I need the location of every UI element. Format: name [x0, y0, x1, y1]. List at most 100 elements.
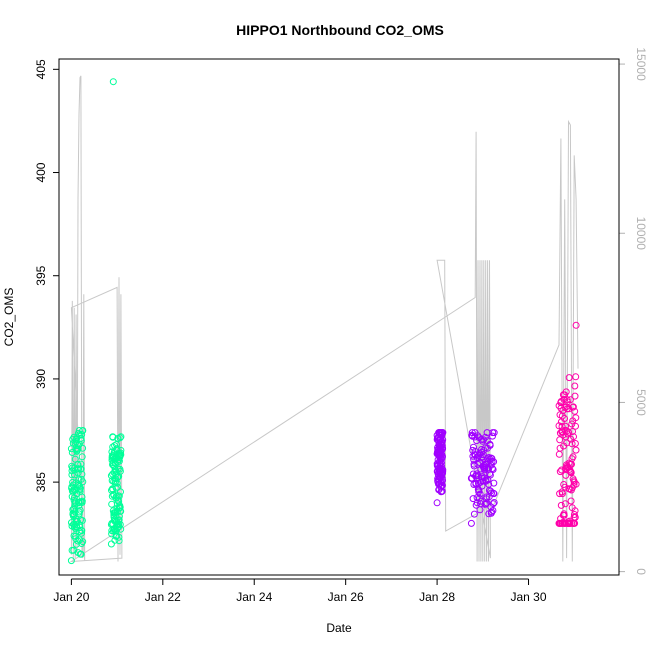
point [78, 527, 86, 535]
point [70, 511, 78, 519]
point [79, 538, 87, 546]
y-tick-label: 385 [34, 472, 48, 492]
point [112, 484, 120, 492]
point [114, 473, 122, 481]
point [67, 557, 75, 565]
point [438, 481, 446, 489]
point [478, 482, 486, 490]
point [570, 478, 578, 486]
point [486, 471, 494, 479]
point [78, 529, 85, 537]
point [74, 517, 81, 525]
point [470, 510, 478, 518]
point [560, 511, 568, 519]
point [77, 460, 85, 468]
point [558, 490, 566, 498]
point [490, 490, 498, 498]
point [473, 470, 481, 478]
point [472, 479, 480, 487]
point [489, 466, 497, 473]
points-layer [67, 78, 580, 565]
point [481, 433, 489, 441]
point [117, 525, 125, 533]
point [490, 429, 498, 437]
point [572, 422, 579, 430]
point [107, 540, 115, 548]
point [569, 403, 577, 411]
x-tick-label: Jan 22 [145, 590, 181, 604]
point [433, 499, 441, 507]
point [490, 479, 498, 487]
point [78, 431, 86, 438]
point [571, 392, 579, 400]
point [115, 472, 123, 480]
point [109, 433, 117, 441]
point [567, 497, 575, 505]
point [558, 466, 566, 474]
point [568, 420, 576, 428]
point [570, 511, 578, 518]
point [568, 440, 576, 448]
point [75, 508, 83, 516]
point [74, 445, 82, 453]
point [563, 439, 571, 447]
point [79, 478, 87, 486]
point [439, 453, 446, 460]
chart-title: HIPPO1 Northbound CO2_OMS [236, 22, 444, 38]
plot-frame [58, 58, 620, 576]
point [115, 537, 123, 545]
point [488, 465, 496, 472]
y-tick-label: 405 [34, 59, 48, 79]
point [479, 451, 487, 459]
point [439, 429, 447, 437]
point [490, 458, 498, 466]
point [555, 519, 563, 527]
point [562, 388, 570, 396]
point [556, 436, 564, 444]
point [77, 484, 84, 492]
point [115, 492, 123, 500]
point [77, 550, 85, 558]
altitude-line [69, 75, 579, 563]
point [565, 428, 572, 436]
point [471, 447, 479, 455]
point [561, 415, 568, 422]
y-tick-label: 390 [34, 369, 48, 389]
point [68, 471, 76, 479]
x-axis-label: Date [326, 621, 352, 635]
point [439, 466, 447, 474]
axes-layer: Jan 20 Jan 22 Jan 24 Jan 26 Jan 28 Jan 30 385 3… [34, 47, 648, 604]
point [78, 517, 86, 524]
point [562, 422, 569, 430]
point [79, 427, 87, 434]
point [115, 512, 123, 520]
point [478, 448, 486, 456]
y-tick-label: 395 [34, 265, 48, 285]
point [571, 507, 579, 515]
point [488, 508, 496, 516]
point [572, 373, 580, 381]
point [117, 433, 125, 441]
point [78, 497, 86, 505]
point [78, 453, 86, 461]
point [115, 533, 123, 541]
point [555, 450, 563, 458]
point [486, 441, 494, 449]
point [490, 499, 498, 506]
point [561, 500, 569, 508]
point [571, 407, 579, 415]
point [116, 504, 124, 512]
point [556, 468, 564, 476]
point [571, 513, 579, 521]
point [470, 462, 478, 470]
point [77, 465, 85, 473]
y-axis-label: CO2_OMS [2, 288, 16, 347]
y2-tick-label: 5000 [634, 389, 648, 416]
point [476, 490, 484, 498]
point [117, 488, 124, 496]
x-tick-label: Jan 26 [328, 590, 364, 604]
point [569, 428, 576, 435]
point [71, 471, 78, 479]
point [557, 501, 565, 509]
